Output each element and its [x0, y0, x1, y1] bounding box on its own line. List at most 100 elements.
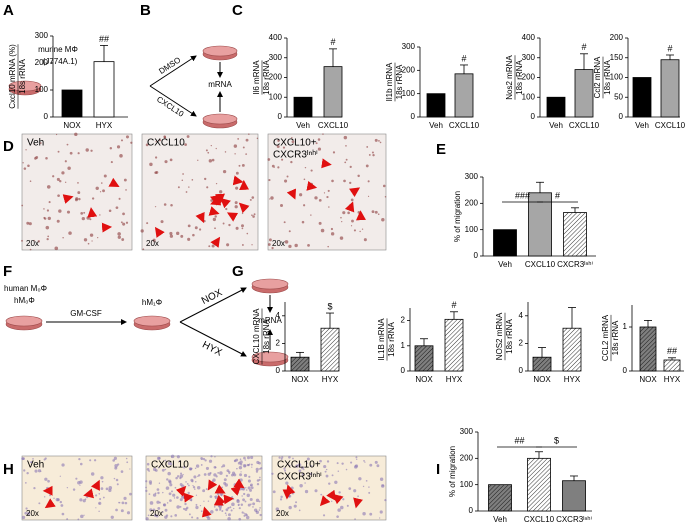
cell-dot [327, 245, 329, 248]
cell-dot [43, 496, 46, 498]
cell-dot [279, 498, 283, 501]
cell-dot [243, 456, 246, 460]
magnification: 20x [272, 239, 285, 248]
cell-dot [245, 153, 248, 155]
migration-arrow [62, 194, 74, 204]
cell-dot [357, 495, 359, 498]
cell-dot [64, 160, 67, 163]
cell-dot [267, 243, 271, 246]
cell-dot [123, 496, 127, 500]
cell-dot [267, 158, 271, 161]
error-bar [296, 351, 304, 358]
cell-dot [29, 248, 32, 251]
bar [61, 89, 83, 118]
cell-dot [108, 209, 112, 213]
cell-dot [246, 232, 249, 235]
error-bar [571, 207, 579, 213]
bar [527, 457, 551, 512]
cell-dot [325, 474, 329, 478]
cell-dot [299, 483, 303, 488]
cell-dot [130, 141, 133, 144]
cell-label: human M₀Φ [4, 284, 47, 293]
cell-dot [204, 459, 207, 462]
x-tick-label: NOX [415, 375, 433, 384]
cell-dot [281, 158, 284, 161]
cell-dot [242, 146, 245, 149]
cell-dot [367, 195, 370, 197]
y-tick-label: 200 [269, 73, 283, 82]
y-label-line: Il1b mRNA [385, 62, 394, 101]
cell-dot [238, 465, 243, 470]
cell-dot [317, 147, 322, 151]
migration-arrow [90, 479, 100, 491]
cell-dot [292, 457, 294, 460]
cell-dot [350, 198, 354, 202]
cell-dot [235, 186, 239, 190]
condition-label: NOX [200, 287, 225, 307]
cell-dot [72, 488, 76, 491]
cell-dot [61, 512, 65, 516]
cell-dot [241, 224, 244, 228]
cell-dot [210, 199, 213, 202]
cell-label: hM₀Φ [14, 296, 35, 305]
cell-dot [43, 458, 46, 461]
cell-dot [221, 510, 224, 513]
cell-dot [288, 505, 292, 510]
cell-dot [169, 483, 173, 487]
cell-dot [59, 500, 62, 504]
y-tick-label: 200 [402, 65, 416, 74]
y-tick-label: 200 [35, 58, 49, 67]
cell-dot [182, 496, 186, 499]
cell-dot [195, 464, 200, 468]
cell-dot [83, 238, 88, 242]
cell-dot [213, 506, 216, 508]
y-axis-label: CXCL10 mRNA 18s rRNA [252, 308, 271, 365]
cell-dot [145, 489, 148, 493]
cell-dot [176, 505, 180, 509]
y-tick-label: 100 [269, 92, 283, 101]
cell-dot [283, 221, 286, 224]
cell-dot [290, 160, 293, 164]
cell-dot [100, 487, 104, 490]
cell-dot [224, 512, 227, 515]
cell-dot [238, 507, 241, 510]
cell-label: murine MΦ [38, 45, 78, 54]
cell-dot [336, 515, 339, 518]
cell-dot [234, 201, 238, 205]
cell-dot [214, 497, 217, 499]
cell-dot [268, 238, 272, 242]
cell-dot [295, 501, 298, 504]
cell-dot [258, 461, 261, 465]
cell-dot [381, 218, 385, 222]
cell-dot [342, 498, 345, 501]
cell-dot [157, 506, 161, 510]
cell-dot [368, 153, 371, 156]
y-label-line: CCL2 mRNA [601, 314, 610, 361]
cell-dot [374, 460, 378, 464]
cell-dot [163, 135, 166, 139]
migration-arrow [214, 484, 226, 494]
cell-dot [382, 184, 386, 188]
bar [488, 484, 512, 512]
cell-dot [251, 466, 253, 468]
bar [562, 327, 582, 372]
cell-dot [145, 486, 147, 489]
cell-dot [247, 464, 250, 467]
y-label-line: Cxcl10 mRNA (%) [8, 44, 17, 109]
cell-dot [152, 238, 156, 242]
cell-dot [162, 491, 164, 494]
arrow [179, 321, 247, 357]
micrograph: Veh 20x [21, 455, 133, 521]
cell-dot [186, 483, 189, 485]
cell-dot [202, 489, 206, 493]
cell-dot [343, 135, 348, 140]
cell-dot [301, 466, 305, 470]
cell-dot [148, 493, 151, 496]
migration-arrow [83, 488, 95, 499]
x-tick-label: NOX [63, 121, 81, 130]
cell-dot [188, 467, 192, 471]
cell-dot [194, 481, 197, 483]
cell-label: hM₁Φ [142, 298, 162, 307]
cell-dot [166, 502, 169, 504]
cell-dot [198, 228, 202, 231]
